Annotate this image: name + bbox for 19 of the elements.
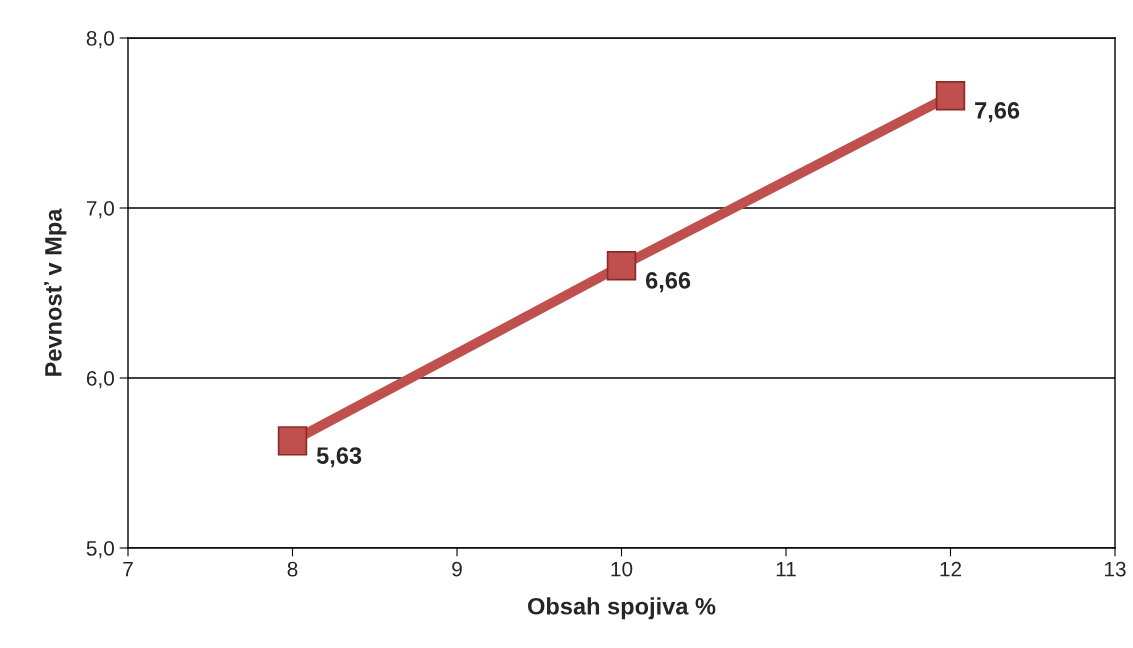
y-tick-label: 6,0 bbox=[86, 371, 114, 389]
x-tick-label: 10 bbox=[611, 561, 633, 577]
y-axis-title: Pevnosť v Mpa bbox=[44, 208, 67, 376]
y-tick-label: 7,0 bbox=[86, 201, 114, 219]
x-tick-label: 8 bbox=[287, 561, 298, 577]
x-tick-label: 7 bbox=[123, 561, 133, 577]
data-label: 5,63 bbox=[316, 447, 362, 468]
y-tick-label: 5,0 bbox=[86, 541, 114, 559]
x-tick-label: 9 bbox=[452, 561, 462, 577]
x-tick-label: 12 bbox=[940, 561, 962, 577]
y-tick-label: 8,0 bbox=[86, 31, 114, 49]
point bbox=[935, 81, 966, 111]
x-tick-label: 13 bbox=[1105, 561, 1126, 577]
point bbox=[606, 251, 637, 281]
x-axis-title: Obsah spojiva % bbox=[528, 597, 716, 620]
point bbox=[277, 426, 308, 456]
x-tick-label: 11 bbox=[776, 561, 796, 577]
data-label: 6,66 bbox=[645, 272, 691, 293]
data-label: 7,66 bbox=[975, 102, 1020, 123]
